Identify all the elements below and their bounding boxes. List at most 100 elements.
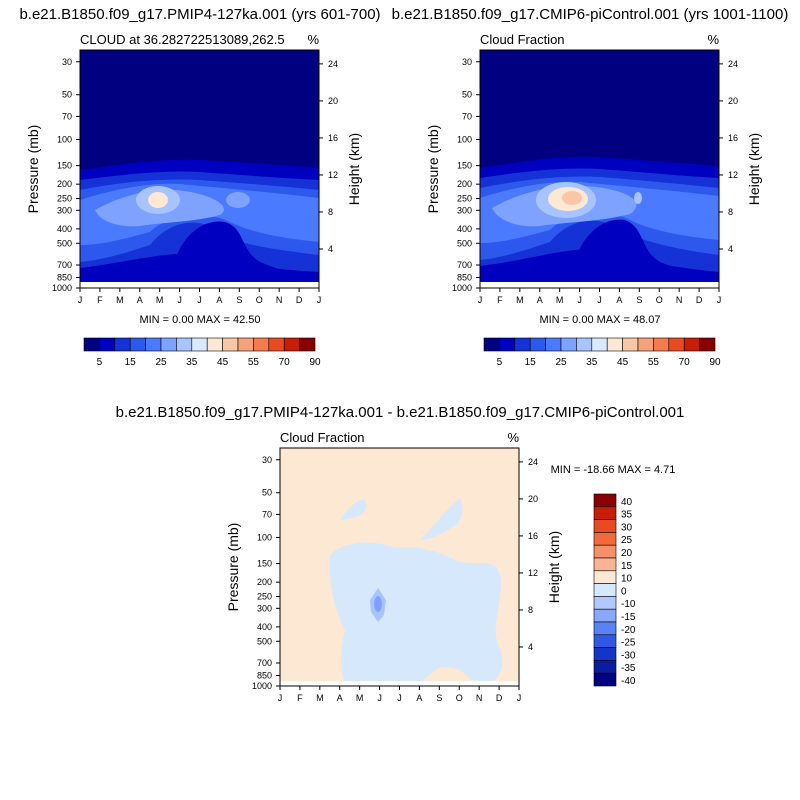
colorbar-label: 90 [309,357,321,368]
month-tick-label: S [636,295,642,305]
pressure-tick-label: 1000 [52,283,72,293]
colorbar-swatch [83,337,100,352]
colorbar-swatch [299,337,316,352]
colorbar-label: -20 [621,625,636,636]
panel-1-title: b.e21.B1850.f09_g17.PMIP4-127ka.001 (yrs… [19,6,380,23]
height-tick-label: 24 [528,457,538,467]
month-tick-label: O [256,295,263,305]
pressure-tick-label: 30 [62,57,72,67]
colorbar-label: 45 [617,357,629,368]
contour-band [329,542,502,684]
month-tick-label: F [497,295,503,305]
pressure-tick-label: 400 [457,224,472,234]
panel-1-colorbar: 5 15 25 35 45 55 70 90 [83,337,321,368]
colorbar-label: 70 [279,357,291,368]
pressure-tick-label: 150 [457,161,472,171]
colorbar-swatch [499,337,516,352]
colorbar-label: -10 [621,599,636,610]
panel-2-units: % [707,32,719,47]
colorbar-label: 35 [621,510,633,521]
pressure-tick-label: 1000 [252,681,272,691]
colorbar-label: 10 [621,574,633,585]
colorbar-label: 25 [621,535,633,546]
pressure-tick-label: 150 [57,161,72,171]
height-tick-label: 20 [328,96,338,106]
pressure-tick-label: 300 [257,603,272,613]
pressure-tick-label: 400 [57,224,72,234]
colorbar-swatch [593,660,617,674]
month-tick-label: J [577,295,582,305]
month-tick-label: F [297,693,303,703]
colorbar-label: 70 [679,357,691,368]
pressure-tick-label: 50 [462,90,472,100]
height-tick-label: 4 [328,244,333,254]
contour-band [634,192,642,204]
month-tick-label: J [197,295,202,305]
month-tick-label: A [416,693,422,703]
pressure-tick-label: 200 [257,577,272,587]
pressure-tick-label: 850 [457,273,472,283]
month-tick-label: A [216,295,222,305]
month-tick-label: N [676,295,683,305]
colorbar-swatch [114,337,131,352]
colorbar-label: 15 [621,561,633,572]
colorbar-swatch [222,337,239,352]
height-tick-label: 4 [528,642,533,652]
colorbar-swatch [593,634,617,648]
colorbar-swatch [99,337,116,352]
month-tick-label: O [656,295,663,305]
month-tick-label: J [377,693,382,703]
panel-2-title: b.e21.B1850.f09_g17.CMIP6-piControl.001 … [392,6,789,23]
colorbar-swatch [593,672,617,687]
month-tick-label: J [78,295,83,305]
colorbar-swatch [593,557,617,572]
panel-1: b.e21.B1850.f09_g17.PMIP4-127ka.001 (yrs… [19,6,380,368]
month-tick-label: A [137,295,143,305]
pressure-tick-label: 850 [257,671,272,681]
month-tick-label: M [556,295,564,305]
pressure-tick-label: 50 [262,488,272,498]
month-tick-label: J [517,693,522,703]
colorbar-label: 20 [621,548,633,559]
colorbar-swatch [593,493,617,508]
contour-band [226,192,250,208]
colorbar-swatch [253,337,270,352]
colorbar-swatch [160,337,177,352]
pressure-tick-label: 500 [257,636,272,646]
colorbar-swatch [668,337,685,352]
colorbar-swatch [593,570,617,584]
colorbar-swatch [593,506,617,520]
contour-band [148,192,168,208]
month-tick-label: J [397,693,402,703]
height-axis-label: Height (km) [346,133,362,205]
pressure-tick-label: 30 [462,57,472,67]
contour-band [374,596,382,612]
height-tick-label: 12 [728,170,738,180]
panel-3-units: % [507,430,519,445]
colorbar-label: 5 [97,357,103,368]
panel-3-stats: MIN = -18.66 MAX = 4.71 [551,464,676,476]
pressure-tick-label: 70 [462,111,472,121]
pressure-tick-label: 1000 [452,283,472,293]
month-tick-label: A [537,295,543,305]
colorbar-label: -35 [621,663,636,674]
month-tick-label: J [597,295,602,305]
pressure-tick-label: 400 [257,622,272,632]
colorbar-label: -30 [621,650,636,661]
month-tick-label: N [476,693,483,703]
pressure-tick-label: 500 [457,238,472,248]
field-bottom-gap [280,681,519,686]
month-tick-label: N [276,295,283,305]
panel-2-colorbar: 5 15 25 35 45 55 70 90 [483,337,721,368]
month-tick-label: F [97,295,103,305]
field-bottom-gap [480,282,719,288]
colorbar-swatch [176,337,193,352]
colorbar-swatch [129,337,146,352]
colorbar-label: 55 [248,357,260,368]
colorbar-swatch [606,337,623,352]
pressure-tick-label: 700 [257,658,272,668]
colorbar-label: 0 [621,586,627,597]
colorbar-label: 55 [648,357,660,368]
